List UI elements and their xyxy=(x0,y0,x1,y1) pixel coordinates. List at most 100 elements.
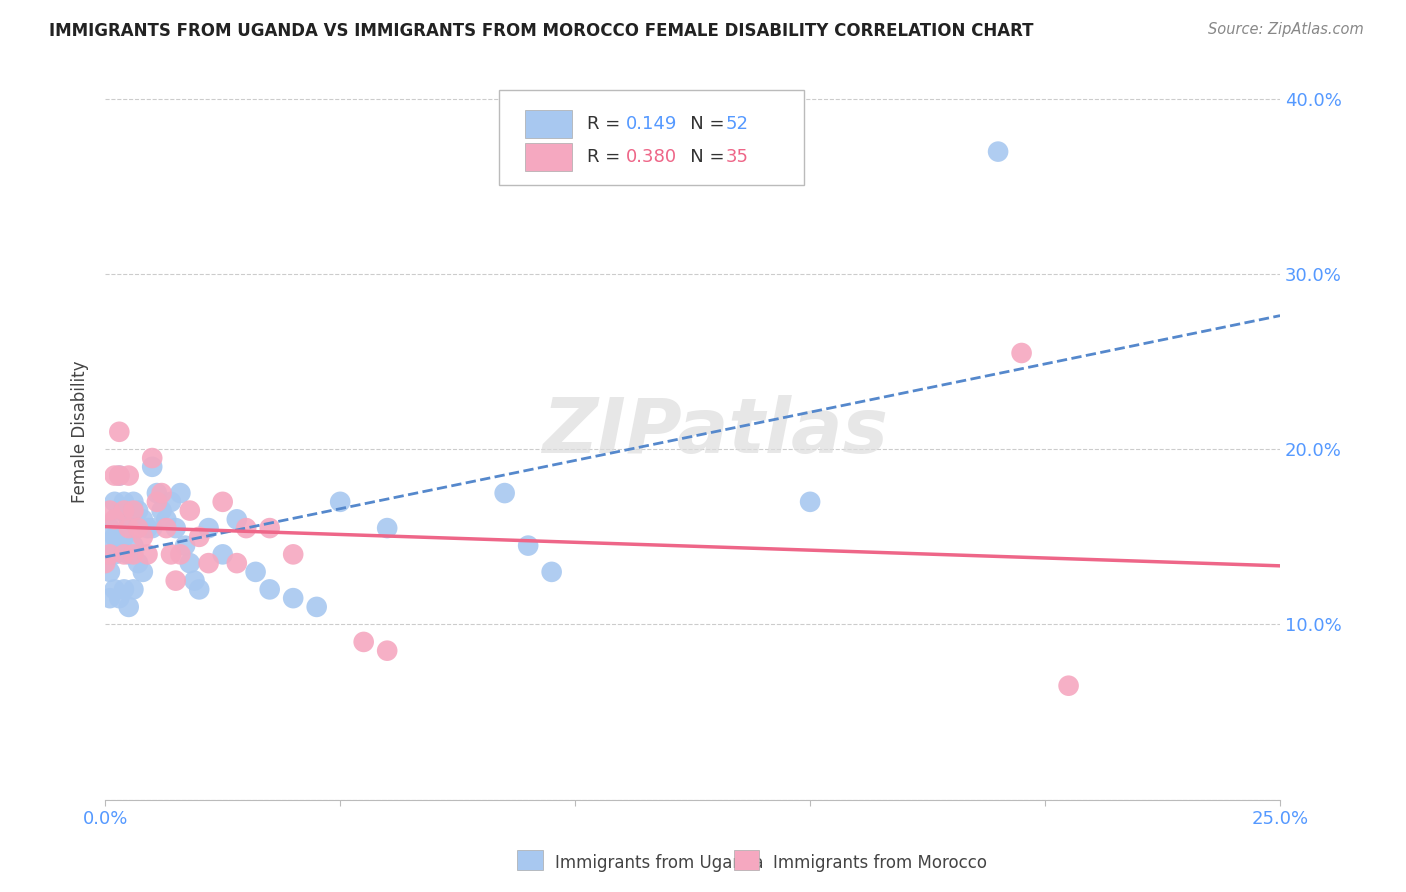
Point xyxy=(108,425,131,439)
Point xyxy=(174,539,197,553)
Point xyxy=(112,582,135,597)
Point xyxy=(211,547,233,561)
Point xyxy=(104,495,127,509)
Text: Immigrants from Uganda: Immigrants from Uganda xyxy=(555,855,763,872)
Text: Source: ZipAtlas.com: Source: ZipAtlas.com xyxy=(1208,22,1364,37)
Point xyxy=(104,547,127,561)
Point xyxy=(136,547,159,561)
Text: N =: N = xyxy=(672,148,730,166)
Point xyxy=(94,539,117,553)
Point xyxy=(150,503,173,517)
Point xyxy=(179,556,201,570)
Point xyxy=(141,459,163,474)
Text: R =: R = xyxy=(586,148,626,166)
Point xyxy=(98,565,121,579)
Point xyxy=(118,512,141,526)
Point xyxy=(211,495,233,509)
Point xyxy=(183,574,205,588)
Point xyxy=(136,521,159,535)
Point xyxy=(104,468,127,483)
Point xyxy=(169,486,191,500)
Point xyxy=(122,503,145,517)
Point xyxy=(118,521,141,535)
Point xyxy=(127,503,149,517)
Point xyxy=(141,451,163,466)
Text: 35: 35 xyxy=(725,148,748,166)
Point xyxy=(122,495,145,509)
Text: 52: 52 xyxy=(725,115,748,133)
Point xyxy=(283,547,305,561)
Point xyxy=(225,556,247,570)
Text: N =: N = xyxy=(672,115,730,133)
Point xyxy=(98,521,121,535)
Point xyxy=(122,582,145,597)
Point xyxy=(305,599,328,614)
Point xyxy=(146,486,169,500)
Point xyxy=(108,539,131,553)
Point xyxy=(118,547,141,561)
Point xyxy=(108,468,131,483)
Text: ZIPatlas: ZIPatlas xyxy=(543,395,889,469)
Point xyxy=(225,512,247,526)
Point xyxy=(197,521,219,535)
Point xyxy=(799,495,821,509)
Point xyxy=(160,495,183,509)
Point xyxy=(108,591,131,606)
Point xyxy=(259,521,281,535)
Point xyxy=(375,643,398,657)
Point xyxy=(517,539,540,553)
Point xyxy=(165,521,187,535)
Point xyxy=(94,556,117,570)
FancyBboxPatch shape xyxy=(524,143,572,170)
Text: 0.380: 0.380 xyxy=(626,148,676,166)
Text: Immigrants from Morocco: Immigrants from Morocco xyxy=(773,855,987,872)
Point xyxy=(540,565,562,579)
Y-axis label: Female Disability: Female Disability xyxy=(72,360,89,503)
Point xyxy=(375,521,398,535)
Point xyxy=(146,495,169,509)
Point xyxy=(112,495,135,509)
Point xyxy=(98,547,121,561)
Point xyxy=(179,503,201,517)
Point xyxy=(98,591,121,606)
Point xyxy=(155,521,177,535)
Point xyxy=(188,582,211,597)
Point xyxy=(104,582,127,597)
Point xyxy=(155,512,177,526)
Point xyxy=(112,547,135,561)
Point xyxy=(127,556,149,570)
Point xyxy=(165,574,187,588)
FancyBboxPatch shape xyxy=(499,90,804,186)
Point xyxy=(160,547,183,561)
FancyBboxPatch shape xyxy=(524,110,572,137)
Point xyxy=(98,503,121,517)
Text: IMMIGRANTS FROM UGANDA VS IMMIGRANTS FROM MOROCCO FEMALE DISABILITY CORRELATION : IMMIGRANTS FROM UGANDA VS IMMIGRANTS FRO… xyxy=(49,22,1033,40)
Text: 0.149: 0.149 xyxy=(626,115,678,133)
Point xyxy=(118,468,141,483)
Point xyxy=(169,547,191,561)
Point xyxy=(329,495,352,509)
Point xyxy=(127,521,149,535)
Point xyxy=(235,521,257,535)
Point xyxy=(188,530,211,544)
Point xyxy=(1057,679,1080,693)
Point xyxy=(112,530,135,544)
Point xyxy=(108,468,131,483)
Point xyxy=(118,599,141,614)
Point xyxy=(132,530,155,544)
Point xyxy=(283,591,305,606)
Point xyxy=(141,521,163,535)
Point xyxy=(104,512,127,526)
Point xyxy=(132,512,155,526)
Point xyxy=(112,503,135,517)
Text: R =: R = xyxy=(586,115,626,133)
Point xyxy=(104,530,127,544)
Point xyxy=(150,486,173,500)
Point xyxy=(987,145,1010,159)
Point xyxy=(122,547,145,561)
Point xyxy=(122,539,145,553)
Point xyxy=(108,503,131,517)
Point xyxy=(353,635,375,649)
Point xyxy=(494,486,516,500)
Point xyxy=(1011,346,1033,360)
